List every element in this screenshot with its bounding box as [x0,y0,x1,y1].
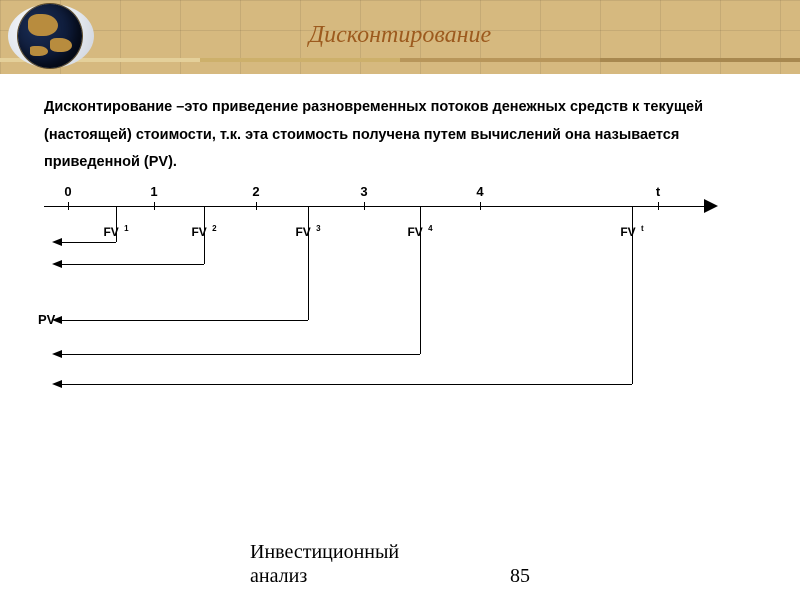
timeline-axis [44,206,704,207]
axis-tick-label: 0 [64,184,71,199]
discount-arrowhead-icon [52,350,62,358]
discount-vertical [632,206,633,384]
discount-vertical [308,206,309,320]
discount-horizontal [62,242,116,243]
footer-line2: анализ [250,565,307,587]
discount-horizontal [62,320,308,321]
definition-text: Дисконтирование –это приведение разновре… [44,94,740,177]
axis-tick [68,202,69,210]
axis-tick [658,202,659,210]
discount-vertical [420,206,421,354]
page-number: 85 [510,565,530,588]
timeline-arrowhead-icon [704,199,718,213]
discount-vertical [204,206,205,264]
axis-tick [480,202,481,210]
axis-tick [364,202,365,210]
discount-arrowhead-icon [52,380,62,388]
discount-arrowhead-icon [52,316,62,324]
axis-tick [256,202,257,210]
axis-tick-label: t [656,184,660,199]
header-accent [0,58,800,62]
page-title: Дисконтирование [0,22,800,49]
discount-horizontal [62,354,420,355]
axis-tick-label: 3 [360,184,367,199]
discount-vertical [116,206,117,242]
discount-arrowhead-icon [52,238,62,246]
axis-tick-label: 1 [150,184,157,199]
discount-horizontal [62,384,632,385]
discount-horizontal [62,264,204,265]
discount-diagram: PV 01234tFV 1FV 2FV 3FV 4FV t [44,188,744,448]
axis-tick-label: 2 [252,184,259,199]
axis-tick [154,202,155,210]
axis-tick-label: 4 [476,184,483,199]
footer-line1: Инвестиционный [250,541,399,563]
footer-title: Инвестиционный анализ [250,540,399,588]
discount-arrowhead-icon [52,260,62,268]
